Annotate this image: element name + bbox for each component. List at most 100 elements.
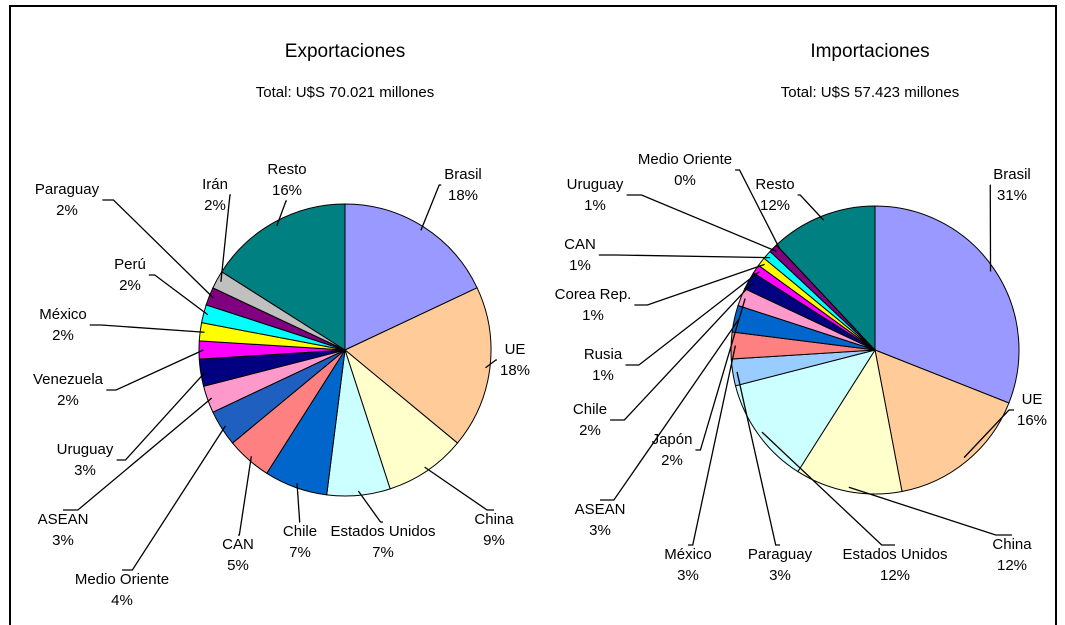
slice-value-label: 16% — [272, 182, 302, 199]
leader-line — [610, 282, 754, 421]
pie-slice — [797, 348, 903, 495]
leader-line — [963, 409, 1014, 459]
slice-value-label: 2% — [52, 327, 74, 344]
slice-value-label: 16% — [1017, 412, 1047, 429]
leader-line — [122, 425, 226, 571]
leader-line — [296, 483, 301, 523]
slice-value-label: 12% — [997, 557, 1027, 574]
slice-value-label: 1% — [584, 197, 606, 214]
pie-slice — [734, 349, 877, 473]
slice-label: UE — [1022, 391, 1043, 408]
chart-title: Importaciones — [810, 41, 929, 62]
slice-label: Uruguay — [567, 176, 624, 193]
leader-line — [688, 345, 737, 546]
slice-value-label: 18% — [448, 187, 478, 204]
slice-label: Resto — [267, 161, 306, 178]
slice-label: CAN — [564, 236, 596, 253]
slice-label: Estados Unidos — [842, 546, 947, 563]
leader-line — [634, 263, 765, 306]
slice-label: Corea Rep. — [555, 286, 632, 303]
leader-line — [695, 298, 746, 451]
leader-line — [626, 194, 777, 252]
slice-label: Rusia — [584, 346, 623, 363]
slice-value-label: 12% — [880, 567, 910, 584]
slice-label: Resto — [755, 176, 794, 193]
slice-label: Japón — [652, 431, 693, 448]
leader-line — [276, 200, 287, 227]
leader-line — [106, 349, 204, 391]
slice-value-label: 2% — [56, 202, 78, 219]
leader-line — [625, 270, 760, 366]
leader-line — [735, 169, 780, 249]
leader-line — [63, 397, 213, 511]
slice-label: CAN — [222, 536, 254, 553]
leader-line — [797, 194, 825, 221]
slice-value-label: 1% — [569, 257, 591, 274]
slice-value-label: 3% — [677, 567, 699, 584]
leader-line — [848, 486, 1012, 536]
slice-label: Venezuela — [33, 371, 104, 388]
slice-label: Perú — [114, 256, 146, 273]
slice-label: México — [39, 306, 87, 323]
slice-value-label: 7% — [289, 544, 311, 561]
slice-value-label: 9% — [483, 532, 505, 549]
slice-value-label: 3% — [589, 522, 611, 539]
leader-line — [598, 254, 771, 259]
slice-value-label: 2% — [119, 277, 141, 294]
leader-line — [357, 490, 383, 523]
pie-slice — [874, 349, 1010, 493]
slice-value-label: 12% — [760, 197, 790, 214]
chart-title: Exportaciones — [285, 41, 405, 62]
slice-value-label: 3% — [769, 567, 791, 584]
slice-label: ASEAN — [575, 501, 626, 518]
leader-line — [102, 199, 214, 299]
leader-line — [424, 466, 494, 511]
slice-value-label: 2% — [204, 197, 226, 214]
slice-value-label: 4% — [111, 592, 133, 609]
pie-slice — [343, 348, 459, 490]
slice-label: Medio Oriente — [75, 571, 169, 588]
leader-line — [148, 274, 209, 316]
slice-label: Estados Unidos — [330, 523, 435, 540]
slice-label: Chile — [283, 523, 317, 540]
slice-value-label: 31% — [997, 187, 1027, 204]
slice-value-label: 1% — [582, 307, 604, 324]
leader-line — [761, 431, 895, 546]
slice-label: China — [474, 511, 514, 528]
leader-line — [485, 359, 497, 369]
leader-line — [116, 371, 206, 461]
slice-value-label: 5% — [227, 557, 249, 574]
slice-label: Irán — [202, 176, 228, 193]
chart-subtitle: Total: U$S 57.423 millones — [781, 84, 959, 101]
slice-label: Paraguay — [748, 546, 813, 563]
slice-value-label: 2% — [661, 452, 683, 469]
slice-label: México — [664, 546, 712, 563]
slice-value-label: 0% — [674, 172, 696, 189]
slice-label: Medio Oriente — [638, 151, 732, 168]
chart-subtitle: Total: U$S 70.021 millones — [256, 84, 434, 101]
leader-line — [600, 319, 740, 501]
slice-label: Brasil — [444, 166, 482, 183]
slice-label: Brasil — [993, 166, 1031, 183]
pie-slice — [344, 203, 478, 351]
frame — [9, 5, 1057, 625]
pie-slice — [221, 203, 346, 351]
slice-value-label: 2% — [57, 392, 79, 409]
slice-value-label: 18% — [500, 362, 530, 379]
slice-value-label: 7% — [372, 544, 394, 561]
slice-label: China — [992, 536, 1032, 553]
leader-line — [89, 324, 205, 333]
slice-value-label: 3% — [74, 462, 96, 479]
pie-slice — [775, 205, 876, 352]
pie-slice — [874, 205, 1020, 404]
slice-label: Chile — [573, 401, 607, 418]
slice-value-label: 1% — [592, 367, 614, 384]
leader-line — [238, 456, 252, 536]
slice-value-label: 2% — [579, 422, 601, 439]
leader-line — [736, 371, 780, 546]
slice-label: Paraguay — [35, 181, 100, 198]
slice-value-label: 3% — [52, 532, 74, 549]
leader-line — [420, 184, 442, 231]
pie-slice — [344, 287, 492, 444]
